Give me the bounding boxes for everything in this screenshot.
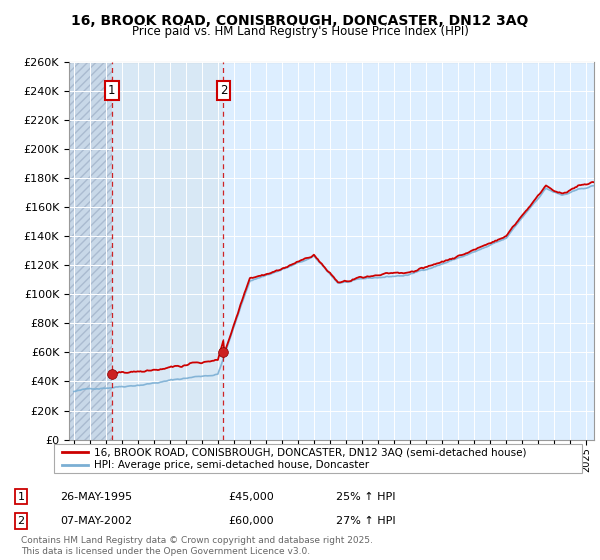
Text: 2: 2 [220, 84, 227, 97]
Text: 1: 1 [17, 492, 25, 502]
Bar [69, 62, 112, 440]
Text: HPI: Average price, semi-detached house, Doncaster: HPI: Average price, semi-detached house,… [94, 460, 369, 470]
Text: 16, BROOK ROAD, CONISBROUGH, DONCASTER, DN12 3AQ (semi-detached house): 16, BROOK ROAD, CONISBROUGH, DONCASTER, … [94, 447, 526, 457]
Text: Contains HM Land Registry data © Crown copyright and database right 2025.
This d: Contains HM Land Registry data © Crown c… [21, 536, 373, 556]
Bar [112, 62, 223, 440]
Text: 2: 2 [17, 516, 25, 526]
Text: 25% ↑ HPI: 25% ↑ HPI [336, 492, 395, 502]
Bar [69, 62, 112, 440]
Text: Price paid vs. HM Land Registry's House Price Index (HPI): Price paid vs. HM Land Registry's House … [131, 25, 469, 38]
Text: £60,000: £60,000 [228, 516, 274, 526]
Text: 07-MAY-2002: 07-MAY-2002 [60, 516, 132, 526]
Text: 27% ↑ HPI: 27% ↑ HPI [336, 516, 395, 526]
FancyBboxPatch shape [54, 444, 582, 473]
Text: £45,000: £45,000 [228, 492, 274, 502]
Text: 16, BROOK ROAD, CONISBROUGH, DONCASTER, DN12 3AQ: 16, BROOK ROAD, CONISBROUGH, DONCASTER, … [71, 14, 529, 28]
Text: 1: 1 [108, 84, 116, 97]
Text: 26-MAY-1995: 26-MAY-1995 [60, 492, 132, 502]
